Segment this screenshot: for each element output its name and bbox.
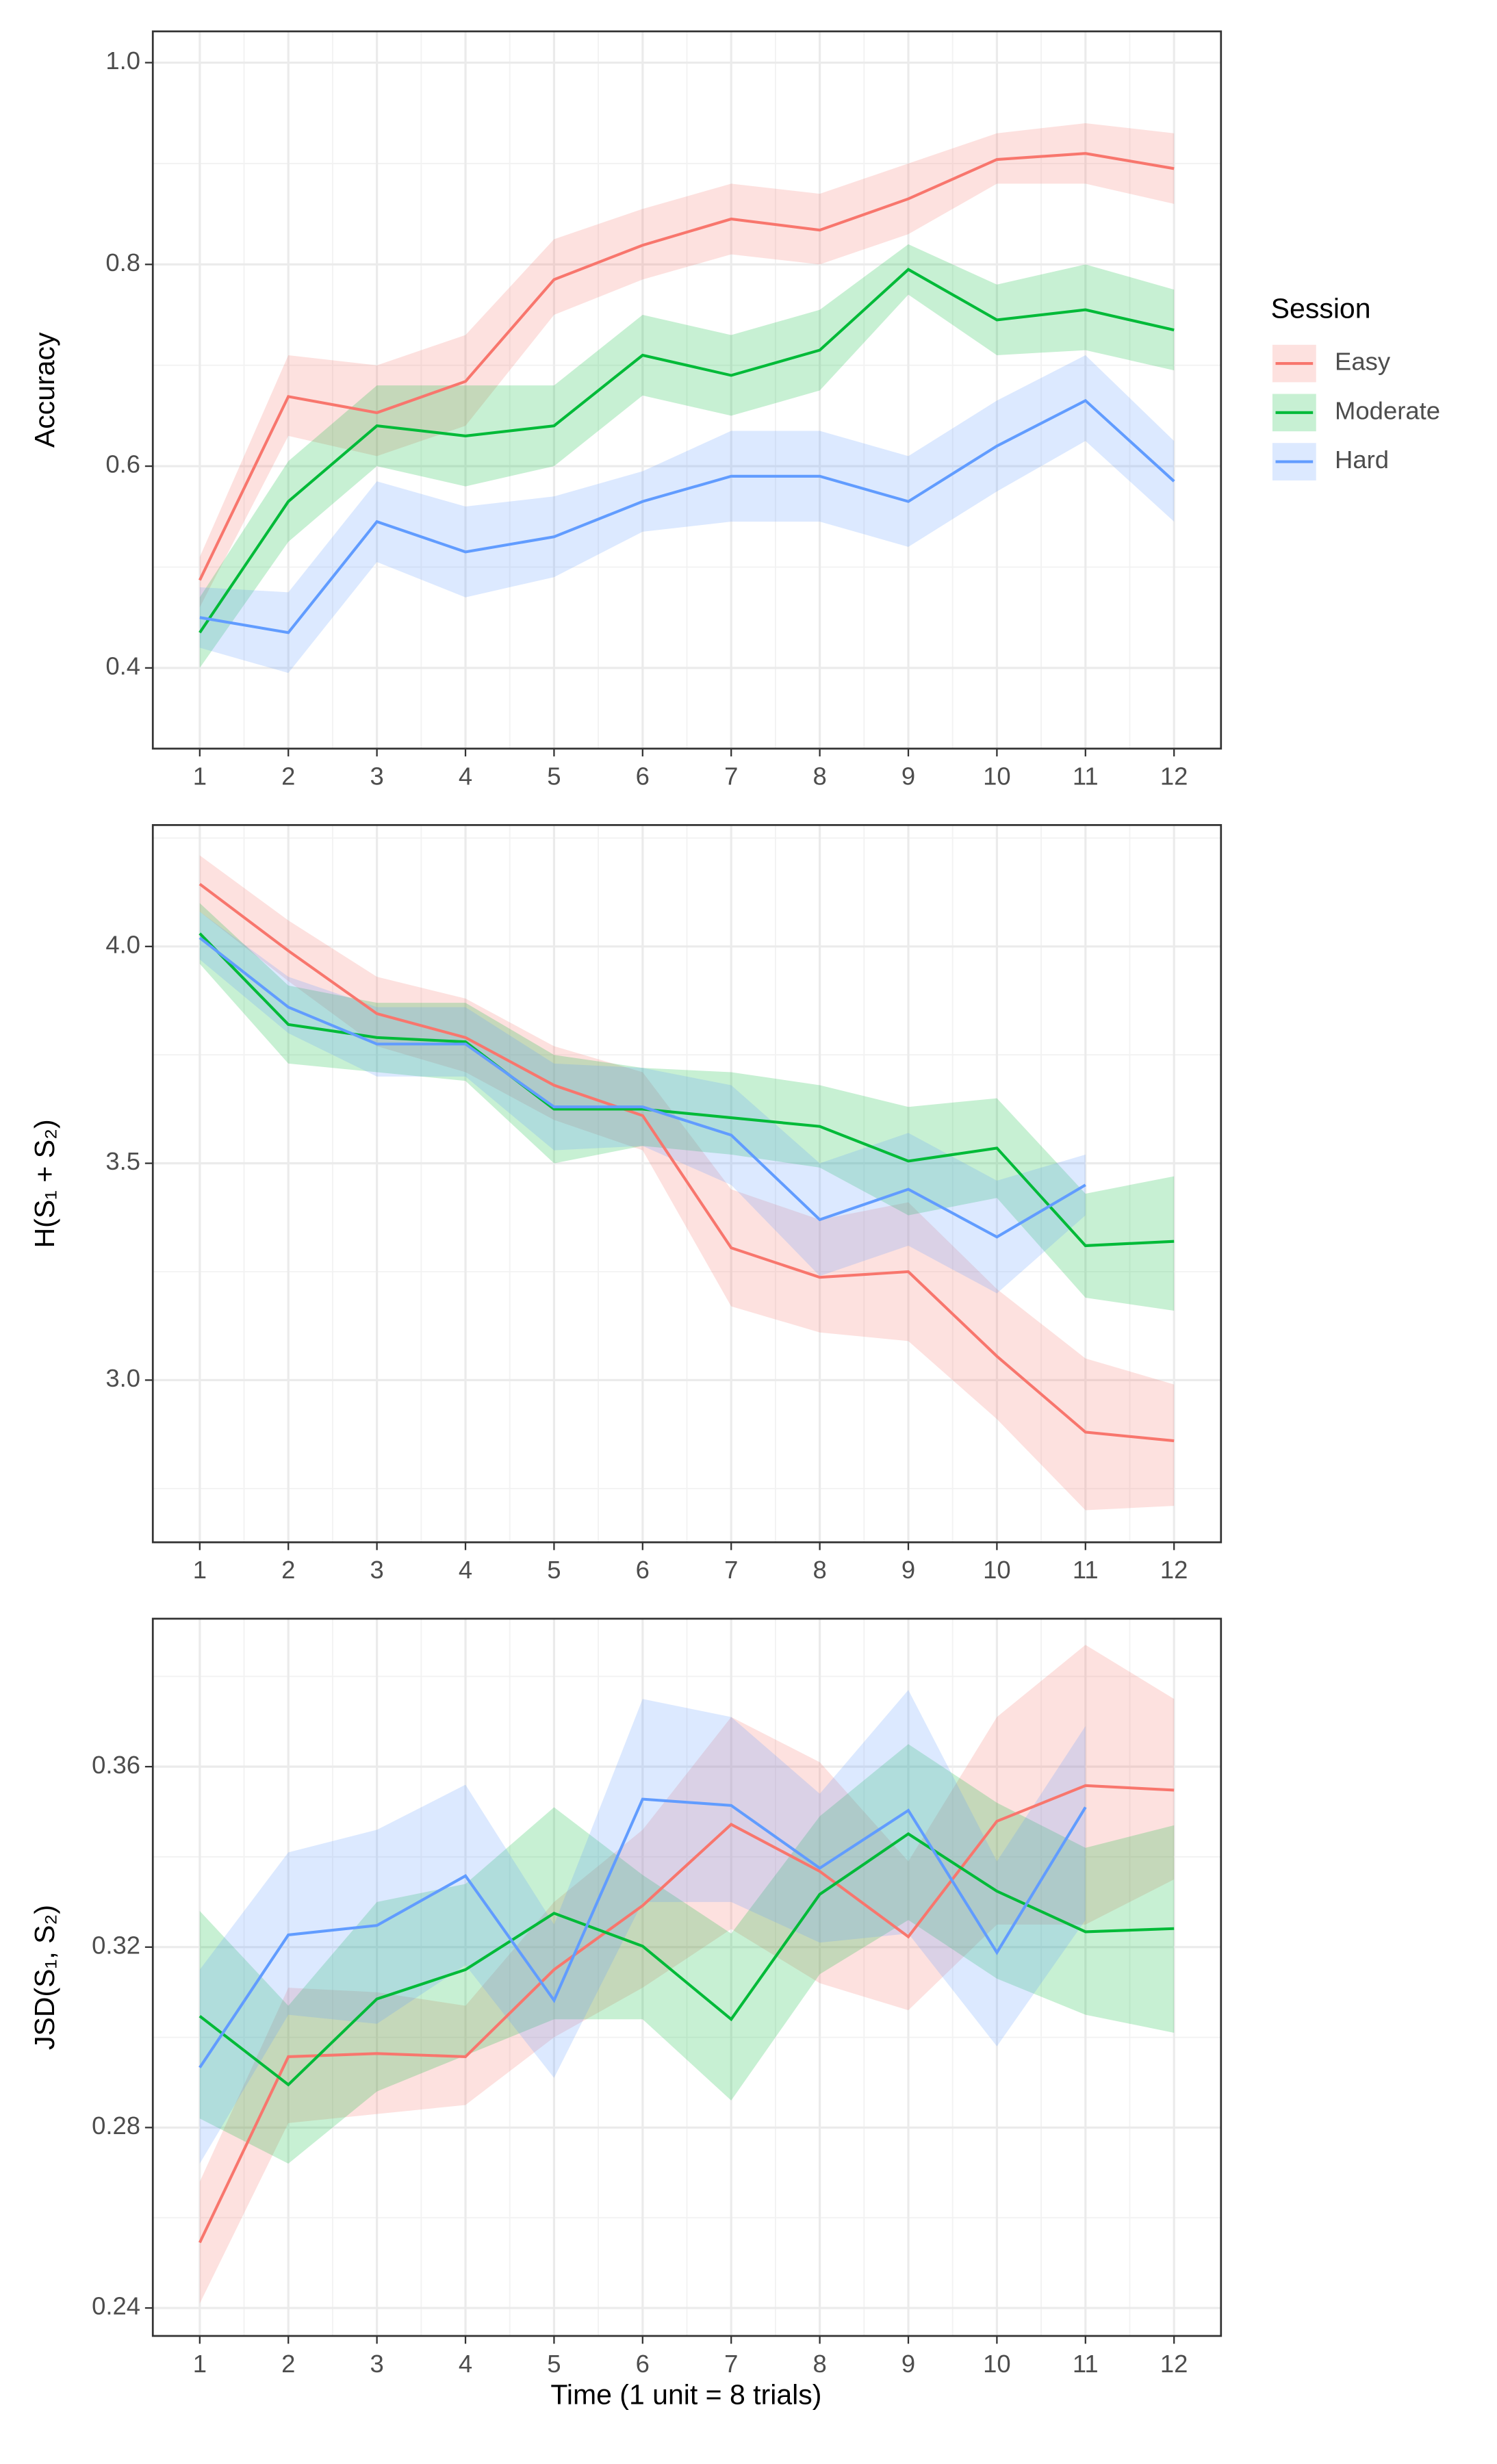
line <box>199 1832 1175 2087</box>
x-tick-label: 11 <box>1073 762 1099 791</box>
line <box>199 936 1086 1239</box>
y-tick-label: 4.0 <box>105 930 140 958</box>
x-tick-label: 4 <box>459 2350 472 2378</box>
x-axis-title: Time (1 unit = 8 trials) <box>550 2379 821 2411</box>
line <box>199 398 1175 634</box>
x-tick-label: 10 <box>983 2350 1011 2378</box>
panel-border <box>151 824 1223 1543</box>
x-tick-label: 4 <box>459 762 472 791</box>
confidence-band <box>199 1690 1086 2164</box>
confidence-band <box>199 912 1086 1294</box>
legend-label: Easy <box>1335 348 1391 376</box>
x-tick-label: 11 <box>1073 2350 1099 2378</box>
y-axis-title: H(S₁ + S₂) <box>29 1119 60 1248</box>
x-tick-label: 1 <box>193 762 207 791</box>
x-tick-label: 6 <box>636 762 650 791</box>
x-tick-label: 5 <box>547 1556 561 1584</box>
panel-border <box>151 1617 1223 2337</box>
x-tick-label: 7 <box>724 2350 738 2378</box>
y-tick-label: 0.4 <box>105 652 140 680</box>
confidence-band <box>199 244 1175 668</box>
x-tick-label: 10 <box>983 762 1011 791</box>
y-axis-title: JSD(S₁, S₂) <box>29 1905 60 2050</box>
x-tick-label: 7 <box>724 1556 738 1584</box>
y-tick-label: 0.24 <box>92 2292 140 2320</box>
x-tick-label: 1 <box>193 1556 207 1584</box>
confidence-band <box>199 355 1175 673</box>
x-tick-label: 8 <box>813 1556 826 1584</box>
x-tick-label: 9 <box>901 1556 915 1584</box>
x-tick-label: 9 <box>901 762 915 791</box>
confidence-band <box>199 123 1175 608</box>
legend-label: Hard <box>1335 446 1389 474</box>
x-tick-label: 9 <box>901 2350 915 2378</box>
x-tick-label: 6 <box>636 1556 650 1584</box>
x-tick-label: 5 <box>547 762 561 791</box>
x-tick-label: 1 <box>193 2350 207 2378</box>
y-tick-label: 0.28 <box>92 2112 140 2140</box>
x-tick-label: 2 <box>281 762 295 791</box>
x-tick-label: 10 <box>983 1556 1011 1584</box>
line <box>199 268 1175 634</box>
panel-border <box>151 30 1223 750</box>
x-tick-label: 7 <box>724 762 738 791</box>
x-tick-label: 8 <box>813 762 826 791</box>
x-tick-label: 4 <box>459 1556 472 1584</box>
y-tick-label: 1.0 <box>105 47 140 75</box>
panel: 1 2 3 4 5 6 7 8 9 10 11 123.03.54.0H(S₁ + S₂) <box>29 824 1223 1584</box>
x-tick-label: 6 <box>636 2350 650 2378</box>
y-axis-title: Accuracy <box>29 332 60 448</box>
line <box>198 1784 1175 2244</box>
y-tick-label: 0.36 <box>92 1751 140 1779</box>
confidence-band <box>199 1645 1175 2304</box>
x-tick-label: 3 <box>370 2350 383 2378</box>
y-tick-label: 3.0 <box>105 1364 140 1392</box>
y-tick-label: 3.5 <box>105 1147 140 1175</box>
x-tick-label: 11 <box>1073 1556 1099 1584</box>
line <box>199 1797 1087 2068</box>
x-tick-label: 5 <box>547 2350 561 2378</box>
x-tick-label: 3 <box>370 762 383 791</box>
confidence-band <box>199 903 1175 1311</box>
line <box>198 152 1175 581</box>
x-tick-label: 3 <box>370 1556 383 1584</box>
line <box>199 932 1175 1248</box>
x-tick-label: 12 <box>1160 762 1188 791</box>
legend-label: Moderate <box>1335 396 1440 424</box>
y-tick-label: 0.32 <box>92 1931 140 1959</box>
legend-title: Session <box>1271 292 1371 324</box>
x-tick-label: 12 <box>1160 1556 1188 1584</box>
x-tick-label: 8 <box>813 2350 826 2378</box>
line <box>199 882 1175 1443</box>
y-tick-label: 0.6 <box>105 450 140 478</box>
x-tick-label: 12 <box>1160 2350 1188 2378</box>
x-tick-label: 2 <box>281 1556 295 1584</box>
x-tick-label: 2 <box>281 2350 295 2378</box>
y-tick-label: 0.8 <box>105 248 140 277</box>
